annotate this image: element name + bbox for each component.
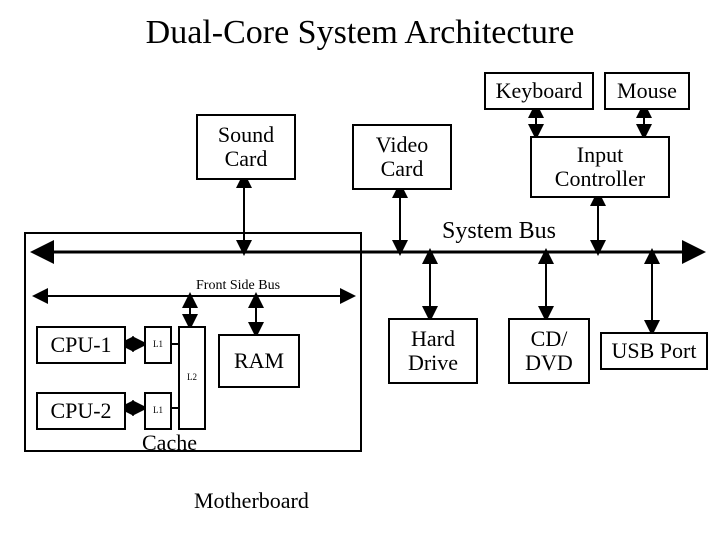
node-label-cpu2: CPU-2	[50, 399, 111, 423]
node-label-input_ctrl: Input Controller	[555, 143, 645, 191]
node-label-l2: L2	[187, 373, 197, 383]
node-sound_card: Sound Card	[196, 114, 296, 180]
node-input_ctrl: Input Controller	[530, 136, 670, 198]
label-cache_lbl: Cache	[142, 430, 197, 456]
node-label-l1a: L1	[153, 340, 163, 350]
label-mobo_lbl: Motherboard	[194, 488, 309, 514]
page-title: Dual-Core System Architecture	[0, 14, 720, 52]
node-label-usb_port: USB Port	[612, 339, 697, 363]
node-hard_drive: Hard Drive	[388, 318, 478, 384]
node-l1a: L1	[144, 326, 172, 364]
node-usb_port: USB Port	[600, 332, 708, 370]
label-fsb_lbl: Front Side Bus	[196, 278, 280, 294]
node-label-cpu1: CPU-1	[50, 333, 111, 357]
node-label-cd_dvd: CD/ DVD	[525, 327, 573, 375]
node-label-mouse: Mouse	[617, 79, 677, 103]
node-video_card: Video Card	[352, 124, 452, 190]
diagram-stage: Dual-Core System Architecture Keyboard Mo…	[0, 0, 720, 540]
node-keyboard: Keyboard	[484, 72, 594, 110]
node-label-hard_drive: Hard Drive	[408, 327, 458, 375]
node-mouse: Mouse	[604, 72, 690, 110]
node-l2: L2	[178, 326, 206, 430]
node-label-sound_card: Sound Card	[218, 123, 274, 171]
node-label-video_card: Video Card	[376, 133, 428, 181]
node-cd_dvd: CD/ DVD	[508, 318, 590, 384]
label-system_bus_lbl: System Bus	[442, 218, 556, 245]
node-cpu2: CPU-2	[36, 392, 126, 430]
node-l1b: L1	[144, 392, 172, 430]
node-label-ram: RAM	[234, 349, 284, 373]
node-label-keyboard: Keyboard	[496, 79, 583, 103]
node-cpu1: CPU-1	[36, 326, 126, 364]
node-label-l1b: L1	[153, 406, 163, 416]
node-ram: RAM	[218, 334, 300, 388]
